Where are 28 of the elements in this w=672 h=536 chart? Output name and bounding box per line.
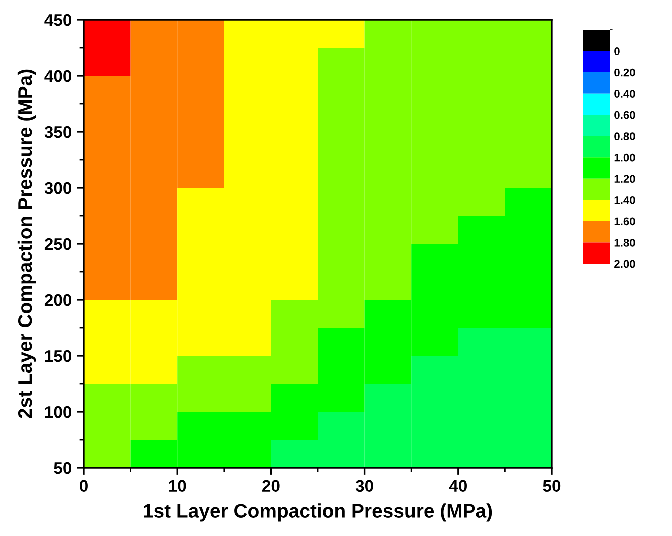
x-tick-label: 10 [169,480,186,492]
color-bar-label: 0.60 [614,111,636,120]
color-bar-label: 1.20 [614,175,636,184]
y-tick-label: 50 [54,462,72,474]
color-bar-label: 0 [614,48,620,56]
x-tick-label: 50 [543,480,561,492]
y-tick-label: 350 [44,126,72,138]
x-tick-label: 40 [449,480,467,492]
x-axis-title: 1st Layer Compaction Pressure (MPa) [144,504,492,522]
color-bar-label: 0.80 [614,132,636,140]
color-bar-label: 0.20 [614,68,636,77]
x-tick-label: 0 [80,480,88,492]
y-tick-label: 150 [45,350,72,362]
y-tick-label: 450 [44,14,72,26]
color-bar-label: 1.60 [614,218,636,226]
color-bar-label: 1.80 [614,238,636,247]
color-bar-label: 1.00 [614,154,636,162]
x-tick-label: 20 [262,480,280,492]
y-tick-label: 250 [44,238,72,250]
y-axis-title: 2st Layer Compaction Pressure (MPa) [18,70,36,418]
y-tick-label: 200 [44,294,72,306]
color-bar-label: 0.40 [614,90,636,98]
y-tick-label: 300 [44,182,72,194]
y-tick-label: 100 [45,406,72,418]
color-bar-label: 2.00 [614,260,636,268]
y-tick-label: 400 [44,70,72,82]
color-bar-label: 1.40 [614,196,636,204]
x-tick-label: 30 [356,480,374,492]
